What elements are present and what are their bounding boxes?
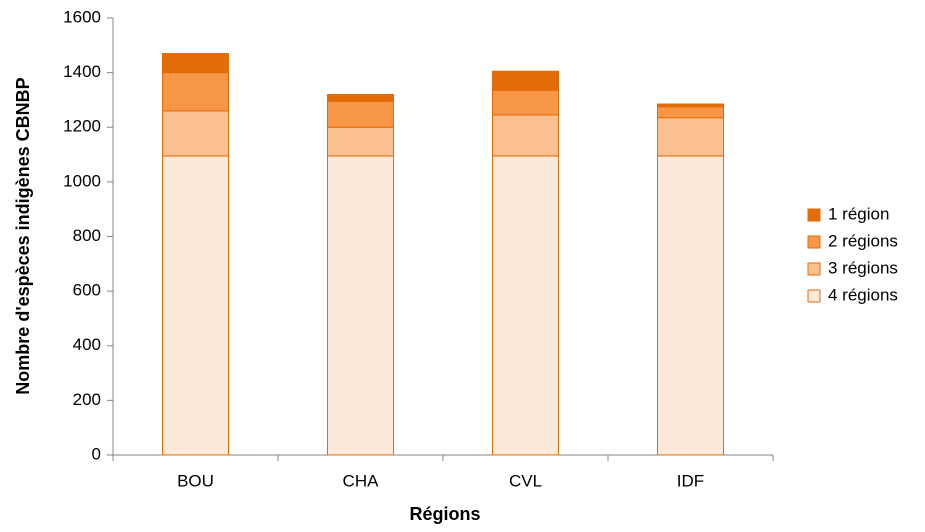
legend-label: 4 régions [828, 285, 898, 304]
y-tick-label: 400 [73, 335, 101, 354]
bar-segment [657, 117, 724, 157]
y-tick-label: 1200 [63, 117, 101, 136]
x-tick-label: CHA [343, 471, 380, 490]
legend-label: 3 régions [828, 258, 898, 277]
legend-label: 1 région [828, 204, 889, 223]
legend-swatch [807, 208, 821, 222]
bar-segment [657, 155, 724, 456]
y-tick-label: 200 [73, 390, 101, 409]
bar-segment [327, 155, 394, 456]
bar-segment [162, 155, 229, 456]
bar-segment [492, 155, 559, 456]
legend-swatch [807, 289, 821, 303]
y-tick-label: 0 [92, 444, 101, 463]
bar-segment [657, 106, 724, 119]
y-tick-label: 1000 [63, 171, 101, 190]
legend-label: 2 régions [828, 231, 898, 250]
y-tick-label: 600 [73, 281, 101, 300]
bar-segment [327, 126, 394, 157]
bar-segment [162, 72, 229, 112]
x-tick-label: BOU [177, 471, 214, 490]
y-tick-label: 1400 [63, 62, 101, 81]
x-tick-label: CVL [509, 471, 542, 490]
y-tick-label: 1600 [63, 7, 101, 26]
y-tick-label: 800 [73, 226, 101, 245]
x-axis-title: Régions [409, 504, 480, 524]
legend-swatch [807, 235, 821, 249]
bar-segment [492, 89, 559, 116]
x-tick-label: IDF [677, 471, 704, 490]
y-axis-title: Nombre d'espèces indigènes CBNBP [13, 77, 33, 394]
bar-segment [327, 100, 394, 128]
bar-segment [492, 70, 559, 91]
bar-segment [327, 93, 394, 102]
bar-segment [162, 110, 229, 157]
bar-segment [492, 114, 559, 157]
bar-segment [162, 53, 229, 74]
bar-segment [657, 103, 724, 108]
legend-swatch [807, 262, 821, 276]
